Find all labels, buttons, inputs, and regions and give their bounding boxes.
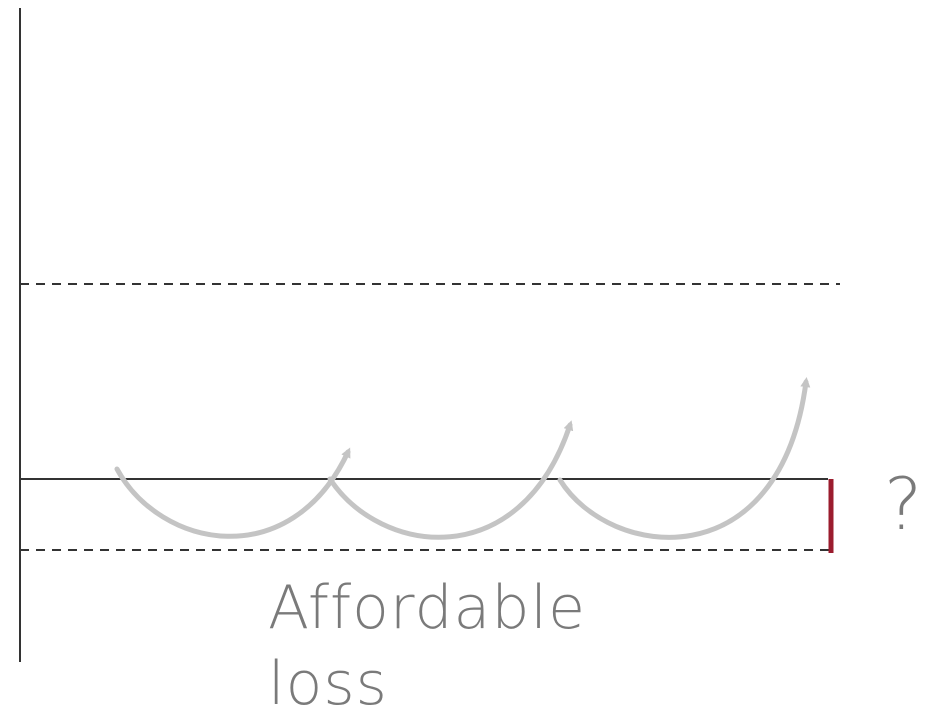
iteration-arrow-2 (327, 420, 574, 540)
affordable-loss-caption-line-2: loss (268, 649, 388, 710)
iteration-arrow-3 (557, 377, 811, 540)
affordable-loss-caption-line-1: Affordable (268, 573, 586, 643)
iteration-arrow-1 (114, 447, 351, 539)
question-mark-label: ? (884, 462, 923, 546)
